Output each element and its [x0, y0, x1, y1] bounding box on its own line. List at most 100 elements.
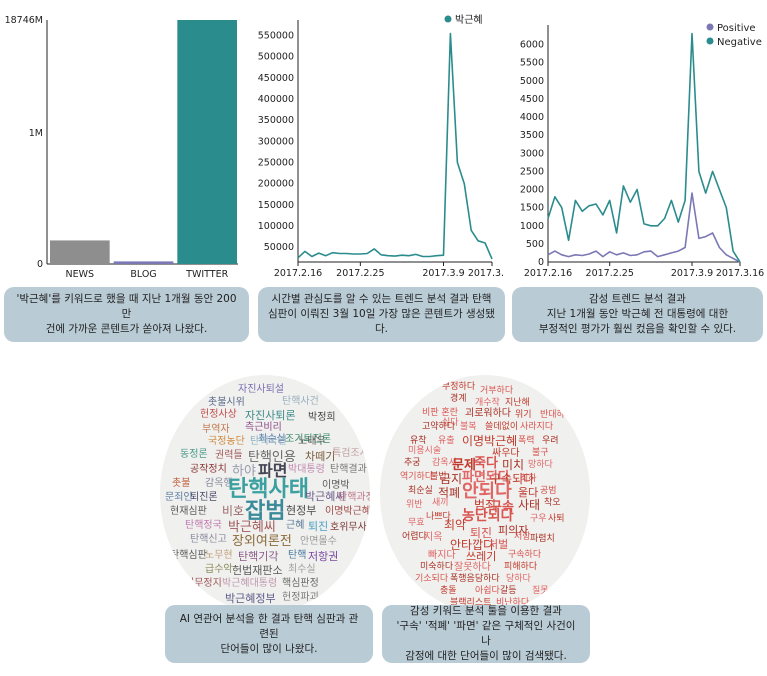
word-cloud-word: 탄핵신고 [190, 534, 227, 545]
word-cloud-word: 안되다 [462, 481, 512, 502]
word-cloud-word: 저항권 [308, 550, 339, 563]
word-cloud-word: 불복 [460, 422, 477, 432]
word-cloud-word: 현정부 [286, 504, 317, 517]
word-cloud-word: 빠지다 [428, 550, 456, 561]
word-cloud-word: 지난해 [505, 398, 530, 408]
word-cloud-word: 탄핵국면 [250, 436, 287, 447]
word-cloud-word: 갈등 [500, 586, 517, 596]
word-cloud-word: 불구 [532, 448, 549, 458]
word-cloud-word: 감옥시 [432, 458, 457, 468]
word-cloud-word: 구속되다 [490, 472, 535, 486]
word-cloud-word: 박근혜씨 [305, 490, 346, 503]
y-tick-label: 150000 [258, 200, 294, 211]
word-cloud-word: 박근혜씨 [228, 520, 276, 535]
word-cloud-word: 개수작 [475, 398, 500, 408]
word-cloud-word: 문죄인 [165, 492, 193, 503]
word-cloud-word: 최순실 [258, 434, 286, 445]
caption-sentiment: 감성 트렌드 분석 결과 지난 1개월 동안 박근혜 전 대통령에 대한 부정적… [512, 287, 763, 342]
sentiment-chart: 0 500 1000 1500 2000 2500 3000 3500 4000 4500 5000… [510, 0, 767, 280]
word-cloud-word: 착오 [544, 498, 561, 508]
word-cloud-word: 죽다 [474, 456, 498, 471]
word-cloud-word: 탄핵과정 [338, 492, 370, 503]
word-cloud-word: 사라지다 [520, 422, 554, 432]
y-tick-label: 5500 [520, 58, 544, 69]
word-cloud-word: 촛불 [172, 478, 191, 489]
word-cloud-word: 이명박근혜 [462, 434, 518, 448]
word-cloud-word: 최악 [444, 518, 467, 532]
series-line-1 [297, 32, 493, 260]
y-tick-label: 1000 [520, 221, 544, 232]
word-cloud-word: 충돌 [440, 586, 457, 596]
word-cloud-word: 위기 [515, 410, 532, 420]
caption-content-volume: '박근혜'를 키워드로 했을 때 지난 1개월 동안 200만 건에 가까운 콘… [4, 287, 249, 342]
word-cloud-word: 공작정치 [190, 464, 227, 475]
x-tick-label: 2017.3.16 [468, 268, 504, 279]
word-cloud-word: 동정론 [180, 449, 208, 460]
word-cloud-word: 구속 [490, 500, 514, 515]
word-cloud-word: 구우 [530, 514, 547, 524]
word-cloud-word: 범죄 [474, 498, 497, 512]
word-cloud-word: 노태우 [298, 436, 326, 447]
y-tick-label: 300000 [258, 136, 294, 147]
word-cloud-word: 노무현 [205, 550, 233, 561]
y-tick-label: 3000 [520, 148, 544, 159]
word-cloud-word: 탄핵기각 [238, 550, 279, 563]
word-cloud-word: 탄핵 [288, 550, 307, 561]
word-cloud-word: 아쉽다 [475, 586, 500, 596]
word-cloud-word: 폭행음담하다 [450, 574, 500, 584]
legend-label-2: Negative [717, 37, 762, 48]
word-cloud-word: 근혜 [286, 520, 305, 531]
word-cloud-word: 기소되다 [415, 574, 449, 584]
word-cloud-word: 차떼기 [305, 450, 336, 463]
caption-sentiment-keywords: 감성 키워드 분석 툴을 이용한 결과 '구속' '적폐' '파면' 같은 구체… [382, 605, 590, 663]
word-cloud-word: 비난하다 [496, 598, 530, 608]
y-tick-label: 200000 [258, 179, 294, 190]
caption-content-volume-text: '박근혜'를 키워드로 했을 때 지난 1개월 동안 200만 건에 가까운 콘… [16, 293, 237, 335]
legend-marker-1 [706, 23, 714, 31]
y-tick-label: 350000 [258, 115, 294, 126]
caption-trend: 시간별 관심도를 알 수 있는 트렌드 분석 결과 탄핵 심판이 이뤄진 3월 … [258, 287, 505, 342]
word-cloud-word: 공범 [540, 486, 557, 496]
legend-marker-2 [706, 37, 714, 45]
word-cloud-word: 거부하다 [480, 386, 514, 396]
word-cloud-word: 잘못하다 [454, 562, 491, 573]
word-cloud-word: 처벌 [488, 538, 509, 551]
y-tick-label: 250000 [258, 158, 294, 169]
word-cloud-word: 탄핵사건 [282, 396, 319, 407]
word-cloud-word: 미숙하다 [420, 562, 454, 572]
word-cloud-word: 문제 [452, 458, 476, 473]
x-tick-label: NEWS [66, 269, 95, 280]
word-cloud-word: 박근혜정부 [225, 592, 276, 605]
y-tick-label: 550000 [258, 31, 294, 42]
word-cloud-word: 잡범 [245, 499, 286, 524]
word-cloud-word: 파면되다 [462, 470, 510, 485]
trend-chart: 50000 100000 150000 200000 250000 300000 35000… [256, 0, 504, 280]
word-cloud-word: 탄핵정국 [185, 520, 222, 531]
word-cloud-word: 피의자 [498, 524, 529, 537]
sentiment-keywords-cloud: 부정하다 거부하다 경계 개수작 지난해 비판 혼란 괴로워하다 싫다 위기 반대하다 고약하다 불복… [380, 375, 590, 613]
word-cloud-word: 폭력 [518, 436, 535, 446]
word-cloud-word: 탄핵인용 [248, 450, 296, 465]
word-cloud-word: 비호 [222, 504, 245, 518]
word-cloud-word: 새끼 [432, 498, 449, 508]
legend-label-1: Positive [717, 23, 756, 34]
caption-sentiment-text: 감성 트렌드 분석 결과 지난 1개월 동안 박근혜 전 대통령에 대한 부정적… [538, 293, 737, 335]
word-cloud-word: 자진사퇴설 [238, 384, 284, 395]
word-cloud-word: 퇴진론 [190, 492, 218, 503]
x-tick-label: BLOG [130, 269, 156, 280]
word-cloud-word: 유착 [410, 436, 427, 446]
word-cloud-word: 싫다 [442, 418, 459, 428]
y-tick-label: 4500 [520, 94, 544, 105]
word-cloud-word: 망하다 [528, 460, 553, 470]
word-cloud-word: 박대통령 [288, 464, 325, 475]
word-cloud-word: 유출 [438, 436, 455, 446]
word-cloud-word: 지옥 [424, 532, 443, 543]
word-cloud-word: 퇴진 [470, 526, 493, 540]
word-cloud-word: 무효 [408, 518, 425, 528]
word-cloud-word: 질못 [532, 586, 549, 596]
word-cloud-word: 박근혜대통령 [222, 578, 278, 589]
word-cloud-word: 불법 [430, 472, 447, 482]
word-cloud-word: 최순실 [408, 486, 433, 496]
x-tick-label: 2017.3.9 [671, 268, 713, 279]
word-cloud-word: 경계 [450, 394, 467, 404]
